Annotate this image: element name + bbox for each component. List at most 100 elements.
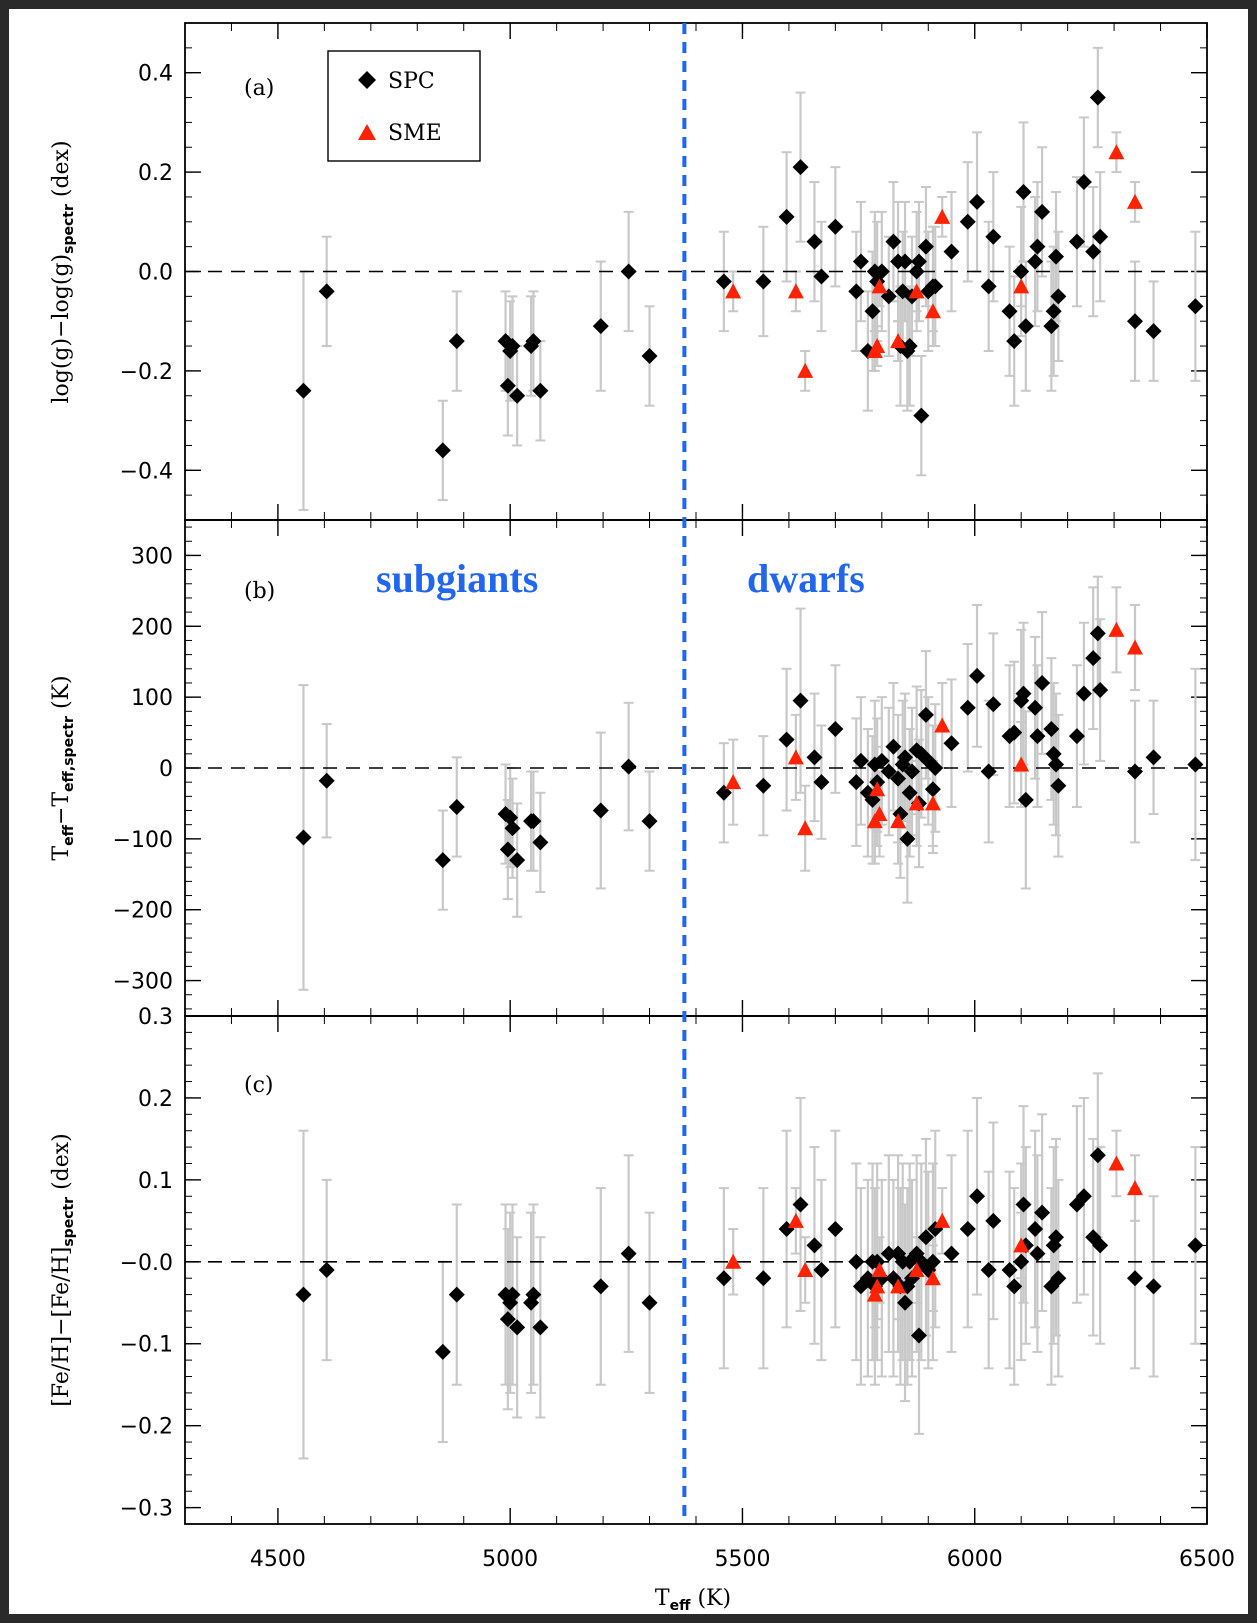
spc-point <box>1050 1270 1067 1287</box>
y-tick-label: −0.2 <box>120 360 173 385</box>
panel-a-ylabel-gap <box>49 197 74 204</box>
spc-point <box>1092 228 1109 245</box>
spc-point <box>913 407 930 424</box>
y-tick-label: −0.2 <box>120 1415 173 1440</box>
spc-point <box>1017 791 1034 808</box>
spc-point <box>943 1245 960 1262</box>
spc-point <box>852 253 869 270</box>
spc-point <box>620 1245 637 1262</box>
y-tick-label: −100 <box>113 828 173 853</box>
spc-point <box>778 731 795 748</box>
spc-point <box>792 692 809 709</box>
sme-point <box>797 1262 814 1277</box>
spc-point <box>969 193 986 210</box>
spc-point <box>806 233 823 250</box>
sme-point <box>871 1262 888 1277</box>
spc-point <box>1034 674 1051 691</box>
sme-point <box>1126 1180 1143 1196</box>
spc-point <box>1045 745 1062 762</box>
x-axis-title: Teff (K) <box>655 1586 731 1614</box>
spc-point <box>1029 1245 1046 1262</box>
spc-point <box>592 318 609 335</box>
spc-point <box>755 1270 772 1287</box>
spc-point <box>1085 650 1102 667</box>
spc-point <box>959 699 976 716</box>
spc-point <box>848 774 865 791</box>
spc-point <box>848 1253 865 1270</box>
y-tick-label: 0.3 <box>138 1005 173 1030</box>
spc-point <box>1187 298 1204 315</box>
y-tick-label: 100 <box>131 686 173 711</box>
sme-point <box>1013 278 1030 294</box>
spc-point <box>943 243 960 260</box>
spc-point <box>1089 89 1106 106</box>
panel-c-ylabel-sub: spectr <box>61 1197 77 1247</box>
spc-point <box>318 772 335 789</box>
spc-point <box>1029 728 1046 745</box>
x-axis-tick-labels: 4500 5000 5500 6000 6500 <box>250 1547 1235 1572</box>
spc-point <box>827 218 844 235</box>
spc-point <box>509 387 526 404</box>
panel-c-tag: (c) <box>244 1073 274 1098</box>
spc-point <box>880 1245 897 1262</box>
spc-point <box>592 802 609 819</box>
spc-point <box>1029 238 1046 255</box>
spc-point <box>715 1270 732 1287</box>
spc-point <box>1075 685 1092 702</box>
sme-point <box>725 774 742 790</box>
spc-point <box>1089 625 1106 642</box>
sme-point <box>866 1286 883 1302</box>
spc-point <box>827 721 844 738</box>
panel-c-ticks: 0.3 0.2 0.1 −0.0 −0.1 −0.2 −0.3 <box>120 1005 1208 1525</box>
sme-point <box>725 283 742 299</box>
spc-point <box>295 829 312 846</box>
spc-point <box>864 303 881 320</box>
spc-point <box>1027 253 1044 270</box>
spc-point <box>295 1286 312 1303</box>
spc-point <box>980 1262 997 1278</box>
spc-point <box>927 760 944 776</box>
spc-point <box>755 777 772 794</box>
sme-point <box>1108 621 1125 637</box>
panel-a-ylabel: log(g)−log(g)spectr (dex) <box>49 140 77 403</box>
panel-c-ylabel-unit: (dex) <box>49 1133 74 1190</box>
sme-point <box>924 795 941 811</box>
spc-point <box>904 763 921 780</box>
spc-point <box>885 233 902 250</box>
spc-point <box>1068 728 1085 745</box>
spc-point <box>959 1221 976 1238</box>
spc-point <box>1013 263 1030 280</box>
spc-point <box>813 774 830 791</box>
spc-point <box>980 763 997 780</box>
spc-point <box>897 1294 914 1311</box>
x-tick-label: 4500 <box>250 1547 306 1572</box>
spc-point <box>1043 318 1060 335</box>
x-axis-title-t: T <box>655 1586 670 1611</box>
panel-c-ylabel-base: [Fe/H]−[Fe/H] <box>49 1247 74 1407</box>
spc-point <box>880 763 897 780</box>
sme-point <box>934 717 951 733</box>
panel-b-ylabel: Teff−Teff,spectr (K) <box>49 675 77 860</box>
spc-point <box>924 781 941 798</box>
spc-point <box>1050 288 1067 305</box>
spc-point <box>499 841 516 858</box>
spc-point <box>901 784 918 801</box>
spc-point <box>924 1253 941 1270</box>
spc-point <box>806 1237 823 1254</box>
spc-point <box>778 208 795 225</box>
spc-point <box>980 278 997 295</box>
spc-point <box>897 253 914 270</box>
sme-point <box>1126 193 1143 209</box>
spc-point <box>504 338 521 355</box>
panel-b-ylabel-t: T <box>49 846 74 861</box>
spc-point <box>1045 303 1062 320</box>
spc-point <box>1006 1278 1023 1295</box>
spc-point <box>848 283 865 300</box>
spc-point <box>1187 756 1204 773</box>
spc-point <box>917 238 934 255</box>
spc-point <box>715 273 732 290</box>
spc-point <box>318 283 335 300</box>
spc-point <box>873 263 890 280</box>
